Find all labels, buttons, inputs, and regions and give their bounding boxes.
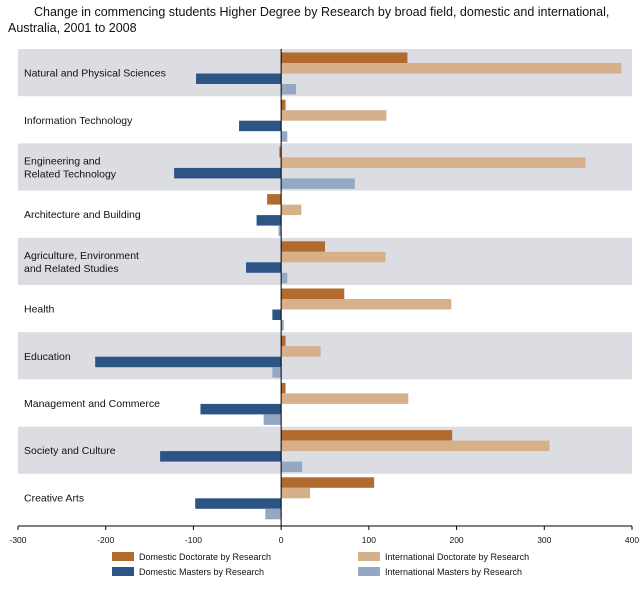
legend-label: International Masters by Research bbox=[385, 567, 522, 577]
bar bbox=[281, 63, 622, 74]
chart-title: Change in commencing students Higher Deg… bbox=[8, 4, 638, 36]
bar bbox=[281, 461, 303, 473]
bar bbox=[281, 320, 284, 331]
bar bbox=[281, 440, 550, 452]
category-label: Architecture and Building bbox=[24, 209, 141, 221]
x-tick-label: -300 bbox=[9, 535, 26, 545]
bar bbox=[196, 73, 282, 84]
bar bbox=[281, 430, 453, 441]
x-tick-label: 400 bbox=[625, 535, 639, 545]
bar bbox=[267, 194, 282, 205]
bar bbox=[281, 251, 386, 263]
bar bbox=[246, 262, 282, 273]
bar bbox=[195, 498, 282, 509]
category-label: Natural and Physical Sciences bbox=[24, 68, 166, 80]
bar bbox=[263, 414, 282, 425]
bar bbox=[278, 225, 282, 237]
category-label: Information Technology bbox=[24, 115, 133, 127]
bar bbox=[200, 403, 282, 415]
bar bbox=[281, 178, 355, 189]
legend-swatch bbox=[358, 567, 380, 576]
legend-label: Domestic Masters by Research bbox=[139, 567, 264, 577]
bar bbox=[160, 451, 282, 462]
category-label: Engineering and bbox=[24, 156, 101, 168]
category-label: Management and Commerce bbox=[24, 398, 160, 410]
legend-label: Domestic Doctorate by Research bbox=[139, 552, 271, 562]
category-label: Related Technology bbox=[24, 169, 117, 181]
bar bbox=[281, 299, 452, 310]
bar bbox=[281, 477, 375, 488]
x-tick-label: -100 bbox=[185, 535, 202, 545]
bar bbox=[281, 272, 288, 284]
category-label: Health bbox=[24, 304, 55, 316]
category-label: Agriculture, Environment bbox=[24, 250, 139, 262]
category-label: and Related Studies bbox=[24, 263, 119, 275]
bar bbox=[281, 131, 288, 142]
bar bbox=[281, 157, 586, 168]
bar bbox=[281, 382, 286, 394]
legend-swatch bbox=[112, 567, 134, 576]
category-label: Creative Arts bbox=[24, 492, 84, 504]
chart-title-line-2: Australia, 2001 to 2008 bbox=[8, 21, 137, 35]
bar bbox=[281, 288, 345, 299]
bar bbox=[256, 215, 282, 226]
x-tick-label: 200 bbox=[449, 535, 463, 545]
bar bbox=[281, 335, 286, 347]
bar bbox=[281, 204, 302, 216]
x-tick-label: 100 bbox=[362, 535, 376, 545]
legend-swatch bbox=[358, 552, 380, 561]
bar bbox=[281, 110, 387, 121]
bar bbox=[272, 367, 282, 378]
bar bbox=[95, 356, 282, 368]
legend-swatch bbox=[112, 552, 134, 561]
category-label: Education bbox=[24, 351, 71, 363]
bar bbox=[281, 393, 409, 404]
bar bbox=[239, 120, 282, 132]
bar bbox=[265, 508, 282, 520]
bar bbox=[281, 84, 297, 95]
category-label: Society and Culture bbox=[24, 445, 116, 457]
x-tick-label: -200 bbox=[97, 535, 114, 545]
bar bbox=[281, 52, 408, 63]
bar bbox=[281, 346, 321, 357]
bar bbox=[279, 146, 282, 158]
bar bbox=[281, 99, 286, 111]
bar bbox=[281, 487, 311, 499]
x-tick-label: 0 bbox=[279, 535, 284, 545]
bar bbox=[174, 167, 282, 179]
x-tick-label: 300 bbox=[537, 535, 551, 545]
bar bbox=[272, 309, 282, 320]
bar bbox=[281, 241, 325, 252]
chart-title-line-1: Change in commencing students Higher Deg… bbox=[34, 5, 610, 19]
legend-label: International Doctorate by Research bbox=[385, 552, 529, 562]
category-band bbox=[18, 332, 632, 380]
